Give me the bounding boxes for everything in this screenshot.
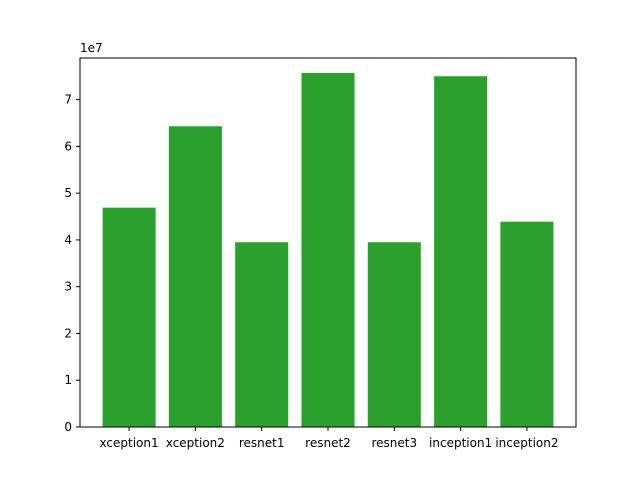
y-tick-label: 4 (64, 233, 72, 247)
y-scale-exponent: 1e7 (80, 41, 103, 55)
bar-inception1 (434, 76, 488, 428)
y-tick-label: 7 (64, 93, 72, 107)
x-axis: xception1 xception2 resnet1 resnet2 resnet3 i… (100, 427, 559, 450)
y-tick-label: 2 (64, 326, 72, 340)
y-tick-label: 6 (64, 139, 72, 153)
bars-group (102, 72, 554, 428)
bar-xception1 (102, 207, 156, 427)
x-tick-label: inception2 (495, 436, 558, 450)
bar-inception2 (500, 221, 554, 427)
x-tick-label: inception1 (429, 436, 492, 450)
x-tick-label: resnet3 (371, 436, 417, 450)
x-tick-label: resnet2 (305, 436, 351, 450)
bar-xception2 (168, 126, 222, 427)
y-tick-label: 1 (64, 373, 72, 387)
y-tick-label: 0 (64, 420, 72, 434)
y-axis: 0 1 2 3 4 5 6 7 (64, 93, 80, 434)
bar-resnet1 (235, 242, 289, 427)
bar-resnet2 (301, 72, 355, 427)
x-tick-label: xception2 (166, 436, 225, 450)
bar-resnet3 (367, 242, 421, 427)
y-tick-label: 3 (64, 280, 72, 294)
x-tick-label: xception1 (100, 436, 159, 450)
y-tick-label: 5 (64, 186, 72, 200)
x-tick-label: resnet1 (239, 436, 285, 450)
